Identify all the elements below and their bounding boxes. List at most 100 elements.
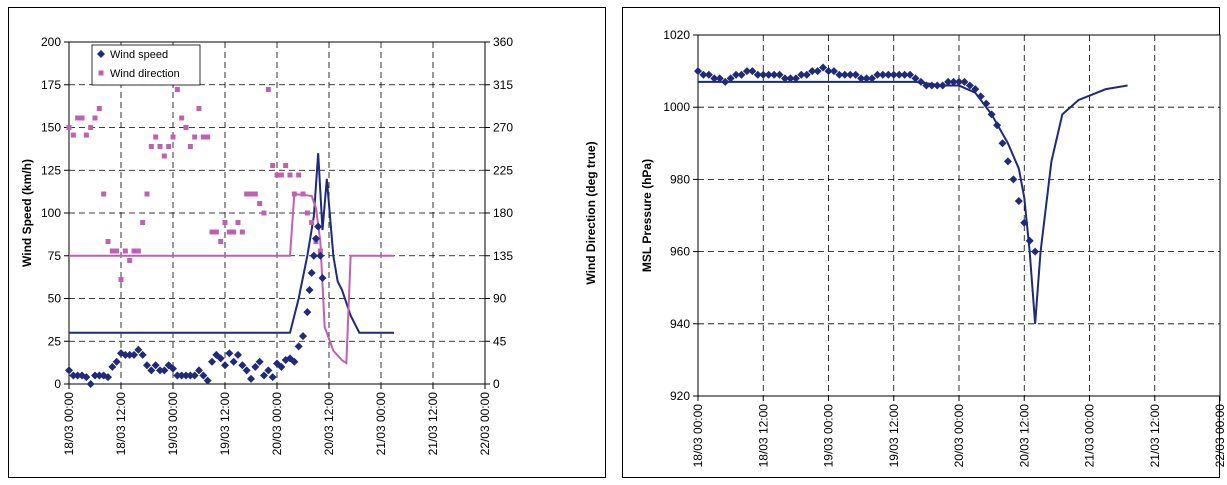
wind-speed-point xyxy=(160,366,169,375)
wind-direction-point xyxy=(261,210,267,216)
wind-speed-point xyxy=(268,373,277,382)
wind-speed-point xyxy=(104,373,112,382)
wind-speed-point xyxy=(195,366,203,375)
wind-speed-point xyxy=(255,357,264,366)
pressure-point xyxy=(748,67,757,76)
x-tick-label: 19/03 12:00 xyxy=(887,404,901,468)
pressure-point xyxy=(694,67,702,76)
pressure-point xyxy=(1020,218,1029,227)
wind-speed-point xyxy=(86,380,95,388)
wind-direction-point xyxy=(144,191,150,197)
x-tick-label: 19/03 00:00 xyxy=(822,404,836,468)
wind-speed-point xyxy=(309,251,318,260)
wind-direction-point xyxy=(218,239,224,244)
pressure-point xyxy=(770,70,779,79)
legend: Wind speed Wind direction xyxy=(91,44,201,86)
wind-speed-point xyxy=(125,350,134,359)
pressure-point xyxy=(1031,247,1040,256)
pressure-point xyxy=(900,70,909,79)
wind-speed-point xyxy=(65,366,73,375)
pressure-point xyxy=(955,77,963,86)
wind-direction-point xyxy=(109,248,115,254)
pressure-point xyxy=(835,70,844,79)
pressure-point xyxy=(699,70,708,79)
pressure-point xyxy=(895,70,904,79)
legend-box xyxy=(91,44,201,86)
y-axis-title: MSL Pressure (hPa) xyxy=(640,159,654,272)
wind-direction-point xyxy=(274,172,280,178)
pressure-point xyxy=(737,70,746,79)
y-tick-label: 1000 xyxy=(663,100,690,114)
y2-tick-label: 360 xyxy=(493,35,513,49)
wind-direction-point xyxy=(205,134,211,140)
wind-speed-point xyxy=(112,357,121,366)
wind-speed-point xyxy=(307,268,316,277)
pressure-point xyxy=(965,81,974,90)
wind-direction-point xyxy=(291,191,297,197)
wind-direction-point xyxy=(101,191,107,197)
wind-speed-point xyxy=(186,371,195,380)
wind-speed-point xyxy=(121,350,130,359)
y-tick-label: 175 xyxy=(41,78,61,92)
wind-direction-point xyxy=(92,115,98,121)
wind-direction-point xyxy=(135,248,141,254)
wind-direction-point xyxy=(179,115,185,121)
wind-direction-point xyxy=(239,229,245,235)
x-tick-label: 22/03 00:00 xyxy=(1213,404,1227,468)
pressure-point xyxy=(857,74,866,83)
y-tick-label: 960 xyxy=(670,245,690,259)
wind-speed-point xyxy=(82,373,91,382)
wind-speed-point xyxy=(251,362,260,371)
pressure-point xyxy=(808,67,817,76)
pressure-point xyxy=(802,70,811,79)
wind-direction-point xyxy=(309,220,315,225)
wind-speed-point xyxy=(264,366,273,375)
pressure-point xyxy=(813,67,822,76)
pressure-point xyxy=(715,74,724,83)
wind-direction-point xyxy=(283,163,289,168)
y-tick-label: 75 xyxy=(48,249,62,263)
y-tick-label: 50 xyxy=(48,292,62,306)
y-tick-label: 940 xyxy=(670,317,690,331)
wind-speed-point xyxy=(91,371,99,380)
legend-marker-direction xyxy=(98,70,104,76)
x-tick-label: 18/03 00:00 xyxy=(62,392,76,456)
pressure-point xyxy=(878,70,887,79)
wind-direction-point xyxy=(83,132,89,138)
x-tick-label: 19/03 00:00 xyxy=(166,392,180,456)
pressure-point xyxy=(1009,175,1018,184)
pressure-point xyxy=(862,74,871,83)
wind-speed-point xyxy=(130,350,138,359)
wind-direction-model-line xyxy=(69,192,394,365)
x-tick-label: 18/03 12:00 xyxy=(114,392,128,456)
wind-direction-point xyxy=(122,248,128,254)
pressure-point xyxy=(938,81,947,90)
pressure-point xyxy=(846,70,855,79)
wind-speed-point xyxy=(138,350,147,359)
pressure-point xyxy=(797,70,806,79)
wind-direction-point xyxy=(192,134,198,140)
wind-direction-point xyxy=(174,87,180,92)
wind-speed-point xyxy=(294,342,303,351)
wind-speed-point xyxy=(299,332,307,341)
pressure-chart-svg: 920 940 960 980 1000 1020 18/03 00:00 18/03 12:… xyxy=(640,28,1227,468)
wind-speed-point xyxy=(316,251,325,260)
pressure-point xyxy=(884,70,893,79)
pressure-point xyxy=(873,70,882,79)
pressure-point xyxy=(1014,197,1023,206)
wind-direction-point xyxy=(157,144,163,149)
pressure-point xyxy=(791,74,800,83)
pressure-point xyxy=(922,81,931,90)
pressure-point xyxy=(1003,157,1012,166)
pressure-point xyxy=(824,67,833,76)
wind-direction-point xyxy=(79,115,85,121)
y2-tick-label: 135 xyxy=(493,249,513,263)
wind-direction-point xyxy=(148,144,154,149)
x-tick-label: 20/03 12:00 xyxy=(322,392,336,456)
x-tick-label: 21/03 12:00 xyxy=(426,392,440,456)
wind-speed-point xyxy=(312,234,320,243)
wind-direction-point xyxy=(153,134,159,140)
pressure-point xyxy=(987,110,996,119)
wind-direction-point xyxy=(170,134,176,140)
pressure-point xyxy=(829,67,838,76)
